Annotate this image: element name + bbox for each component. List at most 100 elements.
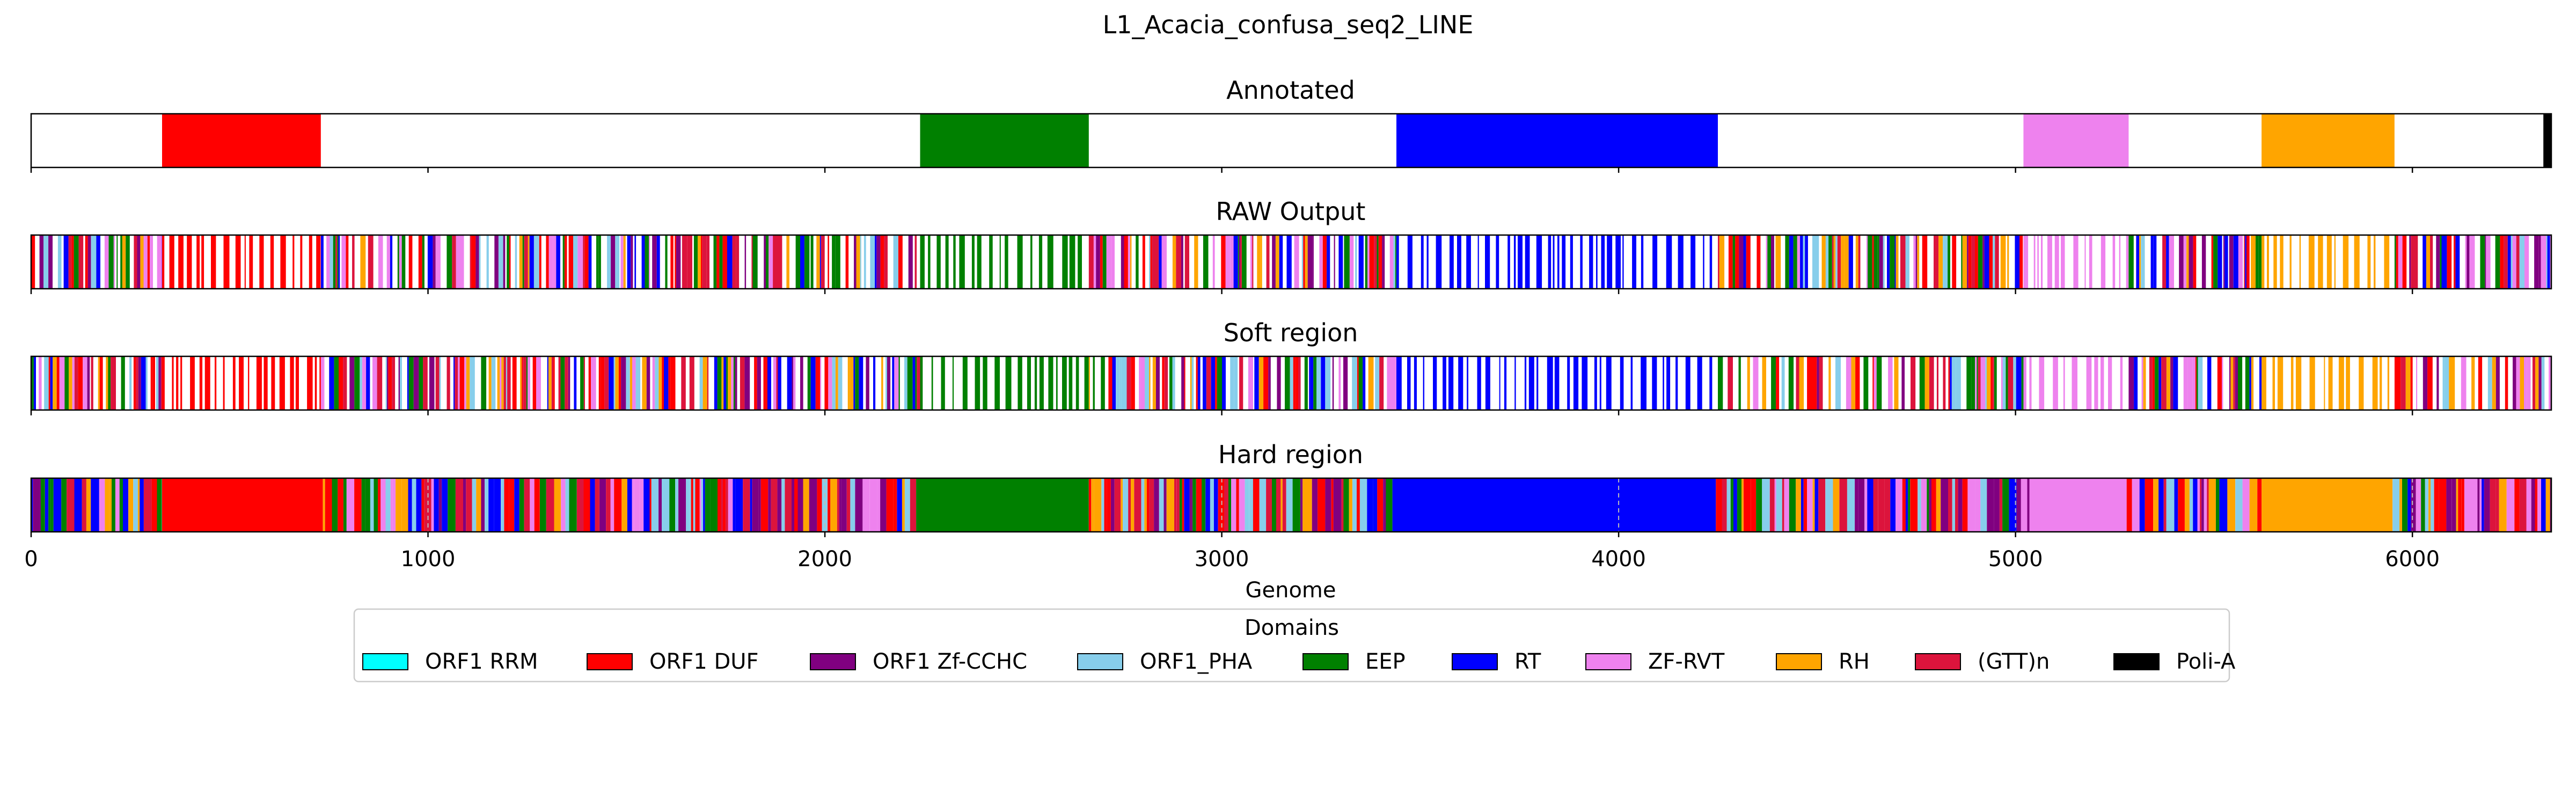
- segment-stripe: [630, 356, 632, 410]
- segment-stripe: [2245, 235, 2246, 289]
- segment-stripe: [1142, 235, 1145, 289]
- segment-stripe: [1218, 478, 1224, 532]
- segment-stripe: [651, 478, 659, 532]
- segment-rt: [1507, 235, 1510, 289]
- segment-stripe: [757, 356, 761, 410]
- segment-stripe: [1975, 478, 1981, 532]
- segment-stripe: [528, 356, 530, 410]
- segment-stripe: [670, 235, 674, 289]
- segment-stripe: [1728, 356, 1733, 410]
- segment-stripe: [408, 478, 412, 532]
- segment-zf-rvt: [2041, 235, 2043, 289]
- segment-stripe: [337, 235, 339, 289]
- segment-stripe: [1807, 478, 1813, 532]
- segment-stripe: [2174, 478, 2178, 532]
- segment-stripe: [1883, 235, 1885, 289]
- segment-stripe: [1931, 478, 1936, 532]
- segment-stripe: [330, 235, 333, 289]
- segment-rh: [2299, 235, 2301, 289]
- segment-stripe: [1807, 356, 1812, 410]
- segment-stripe: [1338, 235, 1343, 289]
- segment-stripe: [1837, 235, 1841, 289]
- segment-stripe: [615, 235, 620, 289]
- segment-stripe: [1149, 356, 1151, 410]
- track-frame: [30, 113, 2552, 169]
- segment-stripe: [1977, 356, 1978, 410]
- segment-stripe: [140, 478, 144, 532]
- segment-stripe: [781, 478, 785, 532]
- segment-stripe: [460, 235, 464, 289]
- segment-zf-rvt: [2073, 235, 2079, 289]
- segment-rt: [1620, 356, 1624, 410]
- segment-stripe: [1343, 478, 1349, 532]
- segment-stripe: [1252, 235, 1254, 289]
- segment-stripe: [33, 478, 41, 532]
- segment-stripe: [1257, 235, 1261, 289]
- segment-rh: [2272, 356, 2275, 410]
- segment-eep: [1062, 356, 1067, 410]
- segment-stripe: [2506, 478, 2515, 532]
- segment-eep: [1048, 356, 1053, 410]
- segment-stripe: [78, 356, 83, 410]
- segment-stripe: [1747, 356, 1750, 410]
- segment-stripe: [607, 235, 611, 289]
- segment-stripe: [1819, 356, 1823, 410]
- segment-zf-rvt: [2101, 235, 2106, 289]
- segment-stripe: [1102, 235, 1107, 289]
- segment-stripe: [108, 235, 111, 289]
- segment-stripe: [2219, 478, 2228, 532]
- segment-stripe: [1321, 356, 1326, 410]
- segment-stripe: [1867, 478, 1874, 532]
- segment-stripe: [1828, 356, 1831, 410]
- segment-stripe: [2134, 356, 2138, 410]
- segment-stripe: [352, 235, 355, 289]
- segment-rt: [1666, 235, 1672, 289]
- segment-stripe: [1131, 478, 1135, 532]
- segment-stripe: [2499, 478, 2507, 532]
- segment-stripe: [366, 356, 370, 410]
- segment-stripe: [551, 356, 554, 410]
- segment-stripe: [360, 356, 362, 410]
- segment-stripe: [494, 235, 499, 289]
- segment-stripe: [1995, 235, 1999, 289]
- legend-swatch: [1452, 653, 1498, 670]
- segment-stripe: [2166, 478, 2175, 532]
- segment-rh: [2354, 235, 2360, 289]
- segment-stripe: [1312, 235, 1314, 289]
- segment-stripe: [338, 478, 343, 532]
- segment-stripe: [621, 356, 626, 410]
- segment-stripe: [1305, 235, 1307, 289]
- segment-stripe: [48, 235, 53, 289]
- segment-stripe: [2021, 478, 2028, 532]
- segment-stripe: [809, 478, 817, 532]
- segment-stripe: [390, 478, 393, 532]
- segment-eep: [1062, 235, 1068, 289]
- segment-eep: [1075, 356, 1079, 410]
- segment-stripe: [1126, 356, 1131, 410]
- segment-stripe: [1104, 478, 1107, 532]
- segment-rh: [2380, 356, 2382, 410]
- segment-stripe: [385, 356, 387, 410]
- segment-stripe: [904, 356, 908, 410]
- segment-stripe: [2504, 235, 2508, 289]
- segment-stripe: [133, 478, 138, 532]
- segment-stripe: [392, 478, 396, 532]
- segment-stripe: [1382, 235, 1385, 289]
- segment-rt: [1467, 356, 1468, 410]
- segment-stripe: [408, 356, 414, 410]
- segment-stripe: [435, 235, 441, 289]
- segment-stripe: [1811, 356, 1817, 410]
- segment-stripe: [2413, 235, 2418, 289]
- segment-orf1-duf: [190, 356, 195, 410]
- segment-stripe: [1144, 478, 1147, 532]
- segment-stripe: [554, 478, 561, 532]
- segment-stripe: [362, 356, 366, 410]
- segment-stripe: [855, 356, 859, 410]
- segment-stripe: [2183, 235, 2186, 289]
- segment-stripe: [1863, 356, 1869, 410]
- segment-stripe: [1130, 235, 1132, 289]
- segment-stripe: [631, 235, 633, 289]
- segment-stripe: [1377, 478, 1383, 532]
- segment-stripe: [1905, 235, 1909, 289]
- segment-stripe: [141, 356, 146, 410]
